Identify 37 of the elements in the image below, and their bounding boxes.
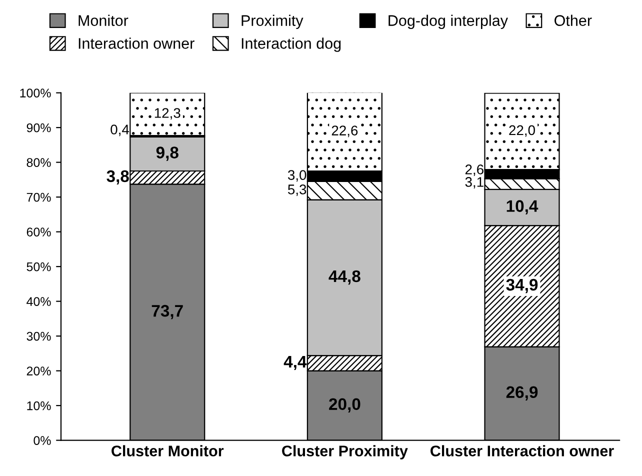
- y-tick-label: 40%: [26, 297, 51, 306]
- data-label: 9,8: [156, 146, 178, 161]
- data-label: 3,8: [106, 170, 129, 184]
- data-label: 22,0: [509, 125, 535, 137]
- data-label: 20,0: [329, 398, 360, 412]
- x-tick-label: Cluster Interaction owner: [430, 445, 614, 456]
- legend-label: Interaction dog: [242, 38, 341, 52]
- legend-label: Dog-dog interplay: [388, 14, 508, 29]
- data-label: 73,7: [152, 304, 183, 320]
- legend-label: Proximity: [242, 14, 304, 29]
- data-label: 2,6: [465, 164, 484, 176]
- legend-label: Other: [554, 14, 592, 26]
- y-tick-label: 20%: [26, 366, 51, 376]
- y-tick-label: 30%: [26, 332, 51, 341]
- data-label: 0,4: [110, 124, 130, 136]
- x-tick-label: Cluster Proximity: [282, 445, 408, 460]
- data-label: 34,9: [506, 278, 538, 294]
- data-label: 4,4: [284, 356, 307, 370]
- y-tick-label: 10%: [27, 401, 51, 410]
- y-tick-label: 60%: [26, 228, 51, 236]
- y-tick-label: 80%: [26, 158, 51, 167]
- data-label: 3,1: [465, 177, 484, 189]
- x-tick-label: Cluster Monitor: [112, 445, 224, 456]
- y-tick-label: 50%: [26, 262, 51, 272]
- data-label: 5,3: [288, 184, 306, 196]
- data-label: 12,3: [154, 108, 180, 120]
- y-tick-label: 100%: [20, 88, 51, 98]
- y-tick-label: 70%: [26, 192, 51, 202]
- y-tick-label: 90%: [26, 123, 51, 132]
- legend-label: Monitor: [78, 14, 128, 26]
- y-tick-label: 0%: [34, 436, 51, 445]
- data-label: 10,4: [506, 200, 538, 214]
- data-label: 22,6: [332, 126, 358, 138]
- legend-label: Interaction owner: [78, 38, 194, 49]
- data-label: 3,0: [288, 170, 306, 182]
- data-label: 44,8: [328, 270, 360, 285]
- data-label: 26,9: [506, 386, 538, 400]
